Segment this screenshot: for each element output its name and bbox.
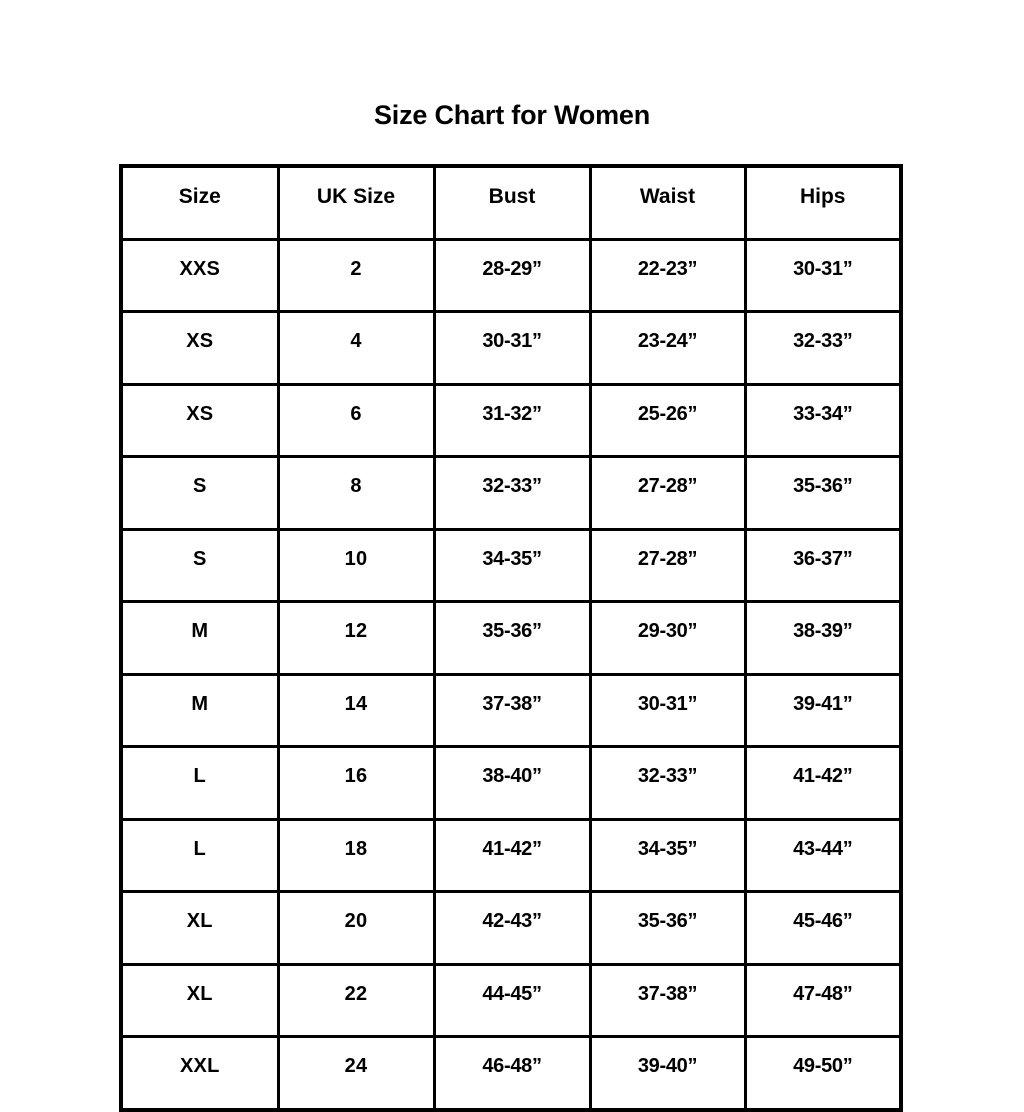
cell-bust: 34-35” (432, 527, 592, 603)
cell-uk-size: 16 (276, 745, 436, 821)
cell-hips: 35-36” (743, 455, 903, 531)
cell-waist: 34-35” (588, 817, 747, 893)
cell-uk-size: 24 (276, 1035, 436, 1111)
cell-uk-size: 18 (276, 817, 436, 893)
table-row: XS 6 31-32” 25-26” 33-34” (119, 382, 903, 458)
column-header-size: Size (119, 164, 280, 241)
cell-waist: 29-30” (588, 600, 747, 676)
cell-size: XL (119, 890, 280, 966)
cell-bust: 30-31” (432, 310, 592, 386)
cell-waist: 35-36” (588, 890, 747, 966)
cell-hips: 30-31” (743, 237, 903, 313)
cell-size: XL (119, 962, 280, 1038)
cell-hips: 32-33” (743, 310, 903, 386)
table-row: XXL 24 46-48” 39-40” 49-50” (119, 1035, 903, 1111)
table-header-row: Size UK Size Bust Waist Hips (119, 164, 903, 241)
cell-uk-size: 12 (276, 600, 436, 676)
cell-bust: 42-43” (432, 890, 592, 966)
size-chart-table: Size UK Size Bust Waist Hips XXS 2 28-29” 2… (119, 164, 903, 1112)
cell-waist: 32-33” (588, 745, 747, 821)
cell-uk-size: 20 (276, 890, 436, 966)
cell-waist: 23-24” (588, 310, 747, 386)
table-body: XXS 2 28-29” 22-23” 30-31” XS 4 30-31” 23-24” 32-… (119, 237, 903, 1111)
table-row: XS 4 30-31” 23-24” 32-33” (119, 310, 903, 386)
cell-waist: 27-28” (588, 527, 747, 603)
cell-size: XS (119, 310, 280, 386)
cell-size: S (119, 455, 280, 531)
table-row: L 16 38-40” 32-33” 41-42” (119, 745, 903, 821)
column-header-waist: Waist (588, 164, 747, 241)
column-header-uk-size: UK Size (276, 164, 436, 241)
table-row: S 10 34-35” 27-28” 36-37” (119, 527, 903, 603)
cell-hips: 39-41” (743, 672, 903, 748)
cell-size: L (119, 745, 280, 821)
cell-uk-size: 2 (276, 237, 436, 313)
table-row: XL 22 44-45” 37-38” 47-48” (119, 962, 903, 1038)
cell-bust: 37-38” (432, 672, 592, 748)
cell-bust: 41-42” (432, 817, 592, 893)
cell-uk-size: 8 (276, 455, 436, 531)
table-row: M 12 35-36” 29-30” 38-39” (119, 600, 903, 676)
cell-size: XXL (119, 1035, 280, 1111)
page-title: Size Chart for Women (373, 100, 651, 130)
cell-uk-size: 4 (276, 310, 436, 386)
table-row: XL 20 42-43” 35-36” 45-46” (119, 890, 903, 966)
size-table-container: Size UK Size Bust Waist Hips XXS 2 28-29” 2… (119, 164, 903, 1112)
cell-bust: 32-33” (432, 455, 592, 531)
cell-waist: 30-31” (588, 672, 747, 748)
cell-uk-size: 6 (276, 382, 436, 458)
table-row: M 14 37-38” 30-31” 39-41” (119, 672, 903, 748)
cell-hips: 38-39” (743, 600, 903, 676)
cell-bust: 28-29” (432, 237, 592, 313)
cell-size: M (119, 600, 280, 676)
cell-uk-size: 14 (276, 672, 436, 748)
column-header-hips: Hips (743, 164, 903, 241)
cell-waist: 27-28” (588, 455, 747, 531)
cell-waist: 37-38” (588, 962, 747, 1038)
cell-hips: 36-37” (743, 527, 903, 603)
cell-bust: 46-48” (432, 1035, 592, 1111)
table-row: L 18 41-42” 34-35” 43-44” (119, 817, 903, 893)
cell-bust: 44-45” (432, 962, 592, 1038)
cell-waist: 39-40” (588, 1035, 747, 1111)
cell-bust: 31-32” (432, 382, 592, 458)
table-row: S 8 32-33” 27-28” 35-36” (119, 455, 903, 531)
cell-hips: 45-46” (743, 890, 903, 966)
cell-waist: 25-26” (588, 382, 747, 458)
cell-waist: 22-23” (588, 237, 747, 313)
cell-size: XXS (119, 237, 280, 313)
cell-bust: 38-40” (432, 745, 592, 821)
cell-hips: 49-50” (743, 1035, 903, 1111)
cell-uk-size: 10 (276, 527, 436, 603)
cell-hips: 43-44” (743, 817, 903, 893)
cell-hips: 41-42” (743, 745, 903, 821)
cell-size: XS (119, 382, 280, 458)
cell-hips: 47-48” (743, 962, 903, 1038)
table-row: XXS 2 28-29” 22-23” 30-31” (119, 237, 903, 313)
cell-hips: 33-34” (743, 382, 903, 458)
cell-size: S (119, 527, 280, 603)
cell-uk-size: 22 (276, 962, 436, 1038)
column-header-bust: Bust (432, 164, 592, 241)
table-header: Size UK Size Bust Waist Hips (119, 164, 903, 241)
size-chart-page: Size Chart for Women Size UK Size Bust W… (119, 100, 903, 1112)
cell-size: L (119, 817, 280, 893)
cell-bust: 35-36” (432, 600, 592, 676)
cell-size: M (119, 672, 280, 748)
